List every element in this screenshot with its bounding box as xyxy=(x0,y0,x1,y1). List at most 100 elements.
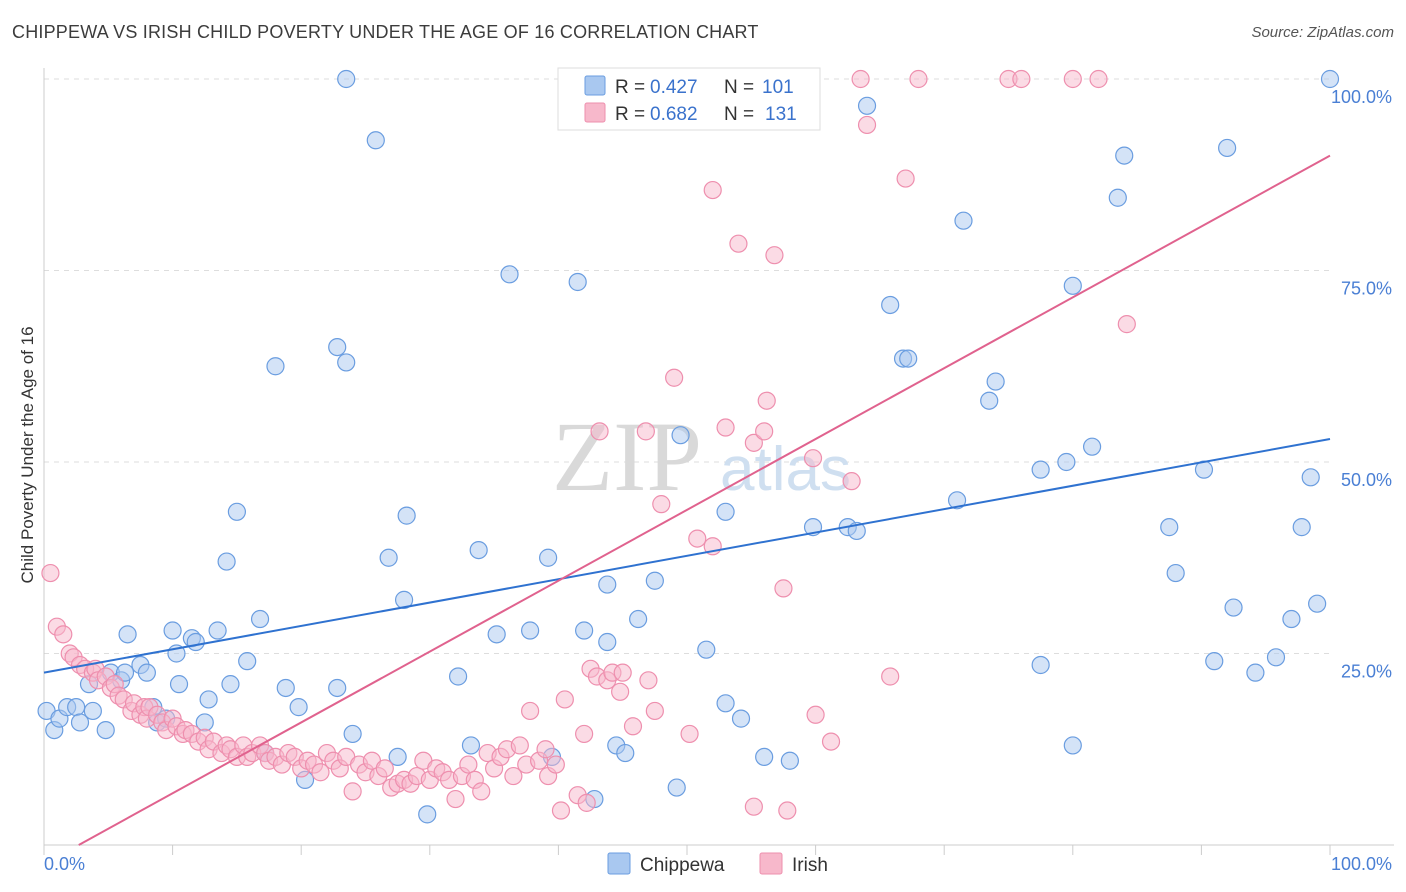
point-chippewa-41 xyxy=(366,131,385,150)
point-chippewa-44 xyxy=(394,590,414,609)
chart-source: Source: ZipAtlas.com xyxy=(1251,24,1394,41)
point-irish-101 xyxy=(636,422,655,441)
y-tick-label-1: 50.0% xyxy=(1341,470,1392,490)
point-chippewa-61 xyxy=(616,743,635,763)
point-chippewa-33 xyxy=(276,678,295,698)
point-irish-100 xyxy=(623,717,643,736)
watermark-atlas: atlas xyxy=(720,435,851,504)
point-chippewa-14 xyxy=(137,663,156,682)
point-chippewa-53 xyxy=(539,548,558,567)
point-irish-2 xyxy=(54,625,73,644)
point-chippewa-64 xyxy=(667,778,686,797)
point-chippewa-91 xyxy=(1160,518,1179,537)
point-irish-122 xyxy=(821,732,841,751)
point-chippewa-70 xyxy=(755,747,774,767)
point-chippewa-98 xyxy=(1266,648,1286,667)
trend-line-irish xyxy=(78,154,1331,846)
point-chippewa-18 xyxy=(163,621,182,640)
point-chippewa-24 xyxy=(199,690,218,709)
point-chippewa-68 xyxy=(716,694,735,713)
trend-lines xyxy=(43,154,1331,846)
point-chippewa-71 xyxy=(780,751,799,770)
legend-r-label-irish: R = xyxy=(615,104,645,125)
point-chippewa-79 xyxy=(947,491,967,510)
point-chippewa-5 xyxy=(70,713,90,732)
bottom-legend-swatch-chippewa xyxy=(607,852,631,875)
point-irish-114 xyxy=(744,433,763,452)
point-chippewa-100 xyxy=(1292,518,1311,537)
legend-n-label-chippewa: N = xyxy=(724,77,754,98)
point-irish-133 xyxy=(1117,315,1136,334)
y-tick-label-0: 25.0% xyxy=(1341,662,1392,682)
point-irish-112 xyxy=(729,234,748,253)
point-irish-73 xyxy=(459,755,478,774)
point-irish-106 xyxy=(665,368,684,387)
point-chippewa-88 xyxy=(1082,437,1102,456)
point-irish-107 xyxy=(680,724,699,744)
point-chippewa-82 xyxy=(986,372,1005,391)
tick-labels: 25.0% 50.0% 75.0% 100.0% 0.0% 100.0% xyxy=(44,87,1392,874)
point-chippewa-25 xyxy=(208,621,227,640)
series-legend: Chippewa Irish xyxy=(607,852,828,876)
legend-n-value-chippewa: 101 xyxy=(762,77,794,98)
point-irish-120 xyxy=(803,449,823,468)
point-irish-115 xyxy=(755,422,774,441)
point-irish-102 xyxy=(639,671,658,690)
point-chippewa-48 xyxy=(461,736,481,755)
point-chippewa-55 xyxy=(568,272,587,292)
point-chippewa-58 xyxy=(598,575,617,594)
point-irish-50 xyxy=(311,763,330,782)
point-chippewa-84 xyxy=(1031,460,1050,479)
point-chippewa-102 xyxy=(1308,594,1327,613)
x-tick-label-1: 100.0% xyxy=(1331,854,1392,874)
point-irish-116 xyxy=(757,391,776,410)
point-irish-130 xyxy=(1012,69,1031,89)
bottom-legend-swatch-irish xyxy=(759,852,783,875)
point-chippewa-4 xyxy=(67,698,86,717)
point-irish-126 xyxy=(881,667,900,686)
point-irish-98 xyxy=(611,682,630,701)
point-irish-81 xyxy=(510,736,529,755)
point-chippewa-38 xyxy=(337,69,356,89)
point-irish-60 xyxy=(375,759,394,778)
legend-n-value-irish: 131 xyxy=(765,104,797,125)
x-tick-label-0: 0.0% xyxy=(44,854,85,874)
point-irish-127 xyxy=(896,169,915,188)
y-tick-label-3: 100.0% xyxy=(1331,87,1392,107)
point-chippewa-97 xyxy=(1246,663,1265,682)
point-chippewa-76 xyxy=(881,295,900,315)
point-irish-83 xyxy=(521,701,540,721)
point-irish-119 xyxy=(778,801,797,820)
point-irish-123 xyxy=(842,472,861,491)
point-chippewa-46 xyxy=(418,805,437,824)
point-chippewa-66 xyxy=(697,640,716,659)
point-chippewa-95 xyxy=(1218,138,1237,158)
point-irish-108 xyxy=(688,529,707,548)
point-irish-125 xyxy=(857,115,877,135)
point-irish-88 xyxy=(551,801,571,820)
point-chippewa-27 xyxy=(221,675,240,694)
legend-swatch-chippewa xyxy=(584,75,606,96)
point-chippewa-39 xyxy=(337,353,356,372)
point-irish-92 xyxy=(577,793,596,812)
point-chippewa-26 xyxy=(217,552,236,571)
chart-title: CHIPPEWA VS IRISH CHILD POVERTY UNDER TH… xyxy=(12,22,759,42)
point-irish-99 xyxy=(613,663,632,682)
y-tick-label-2: 75.0% xyxy=(1341,279,1392,299)
point-irish-0 xyxy=(41,563,60,583)
point-chippewa-11 xyxy=(115,663,135,682)
point-chippewa-34 xyxy=(289,698,308,717)
point-chippewa-45 xyxy=(397,506,416,525)
point-irish-128 xyxy=(909,69,928,89)
point-chippewa-78 xyxy=(899,349,918,368)
point-chippewa-49 xyxy=(469,540,488,560)
trend-line-chippewa xyxy=(43,438,1331,674)
point-chippewa-65 xyxy=(671,426,690,445)
point-irish-75 xyxy=(472,782,491,801)
data-points xyxy=(37,69,1340,824)
point-chippewa-32 xyxy=(266,357,285,376)
point-irish-91 xyxy=(575,724,594,744)
y-axis-label: Child Poverty Under the Age of 16 xyxy=(18,326,37,583)
point-irish-132 xyxy=(1089,69,1108,89)
